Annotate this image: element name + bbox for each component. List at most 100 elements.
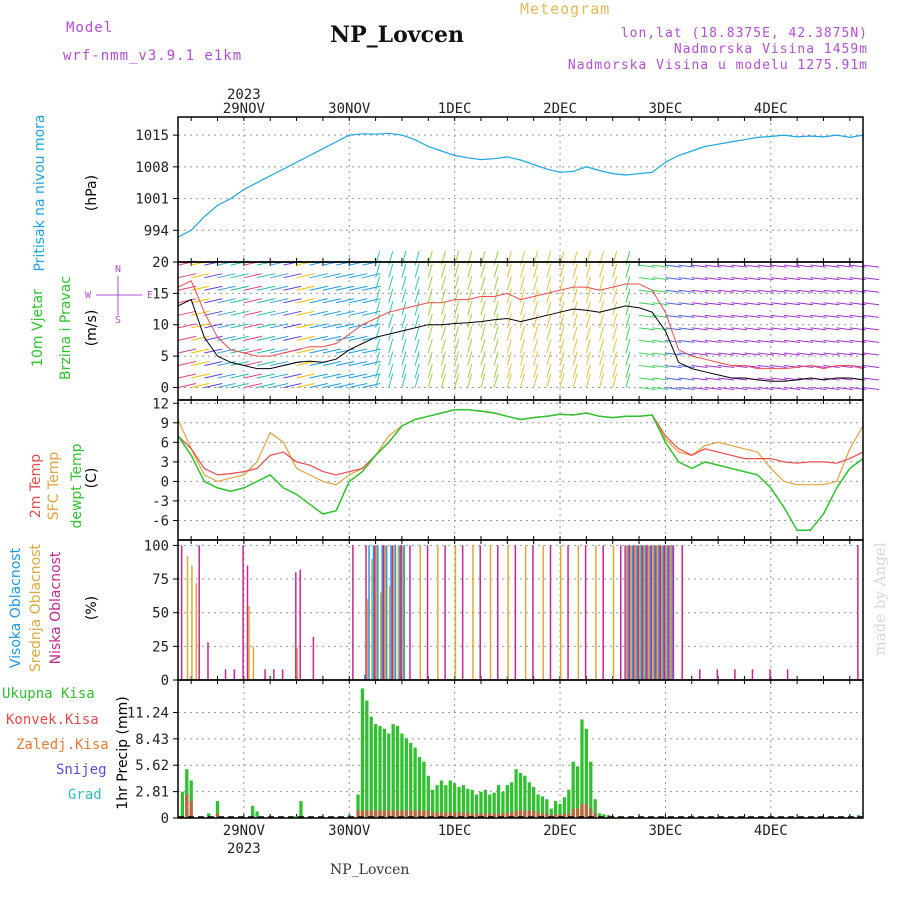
convective-precip-bar xyxy=(356,810,360,818)
low-cloud-bar xyxy=(681,545,683,680)
wind-arrow xyxy=(375,288,381,303)
wind-arrow xyxy=(191,373,210,379)
wind-arrow xyxy=(559,363,565,379)
x-tick-label-top: 1DEC xyxy=(438,101,472,117)
wind-arrow xyxy=(401,363,407,379)
wind-arrow xyxy=(427,313,433,329)
high-cloud-bar xyxy=(662,545,665,680)
wind-arrow xyxy=(559,373,565,388)
wind-arrow xyxy=(414,288,420,303)
wind-arrow xyxy=(599,338,605,354)
high-cloud-bar xyxy=(403,545,405,680)
wind-arrow xyxy=(862,302,880,306)
y-tick-label: 994 xyxy=(144,223,169,239)
panel-frame xyxy=(177,116,864,263)
low-cloud-bar xyxy=(655,545,657,680)
wind-arrow xyxy=(177,285,197,291)
wind-arrow xyxy=(349,373,368,379)
wind-arrow xyxy=(217,361,236,366)
low-cloud-bar xyxy=(281,669,284,680)
high-cloud-bar xyxy=(636,545,638,680)
wind-arrow xyxy=(770,386,787,390)
low-cloud-bar xyxy=(663,545,666,680)
mid-cloud-bar xyxy=(248,605,250,680)
pressure-line xyxy=(177,132,864,238)
mid-cloud-bar xyxy=(560,545,562,680)
wind-arrow xyxy=(322,310,342,316)
wind-arrow xyxy=(467,313,473,329)
wind-arrow xyxy=(388,288,394,303)
wind-arrow xyxy=(559,313,565,329)
mid-cloud-bar xyxy=(366,599,369,680)
convective-precip-bar xyxy=(593,813,597,818)
wind-arrow xyxy=(836,289,853,293)
wind-arrow xyxy=(704,352,721,356)
wind-arrow xyxy=(691,264,708,268)
wind-arrow xyxy=(533,276,539,291)
total-precip-bar xyxy=(518,772,523,818)
total-precip-bar xyxy=(461,785,466,818)
convective-precip-bar xyxy=(387,810,391,818)
wind-arrow xyxy=(572,351,578,366)
x-tick-label-top: 30NOV xyxy=(328,101,371,117)
wind-arrow xyxy=(375,276,381,291)
convective-precip-bar xyxy=(417,810,422,818)
wind-arrow xyxy=(270,382,289,388)
wind-arrow xyxy=(349,382,368,388)
wind-arrow xyxy=(506,351,512,366)
wind-arrow xyxy=(454,373,460,388)
wind-arrow xyxy=(493,326,499,341)
wind-arrow xyxy=(599,363,605,379)
wind-arrow xyxy=(836,352,853,356)
wind-arrow xyxy=(731,289,748,293)
y-tick-label: 5.62 xyxy=(135,758,169,774)
wind-arrow xyxy=(718,365,735,368)
wind-arrow xyxy=(862,339,880,343)
wind-arrow xyxy=(427,288,433,303)
low-cloud-bar xyxy=(264,669,266,680)
wind-arrow xyxy=(454,276,460,291)
wind-arrow xyxy=(480,276,486,291)
wind-arrow xyxy=(546,288,552,303)
wind-arrow xyxy=(757,339,774,343)
wind-arrow xyxy=(191,273,210,279)
wind-arrow xyxy=(270,373,289,379)
wind-arrow xyxy=(362,373,381,379)
high-cloud-bar xyxy=(381,545,383,680)
low-cloud-bar xyxy=(619,545,622,680)
high-cloud-bar xyxy=(385,545,388,680)
footer-station: NP_Lovcen xyxy=(330,862,410,878)
wind-arrow xyxy=(270,298,289,304)
wind-arrow xyxy=(559,301,565,316)
wind-arrow xyxy=(599,373,605,388)
wind-arrow xyxy=(770,339,787,343)
low-cloud-bar xyxy=(246,565,249,680)
mid-cloud-bar xyxy=(397,545,400,680)
wind-arrow xyxy=(349,335,368,341)
wind-arrow xyxy=(309,298,328,304)
wind-arrow xyxy=(665,339,682,343)
wind-arrow xyxy=(493,351,499,366)
wind-arrow xyxy=(335,348,355,354)
wind-arrow xyxy=(744,386,761,390)
wind-arrow xyxy=(309,335,328,341)
total-precip-bar xyxy=(417,756,422,818)
wind-arrow xyxy=(217,273,236,279)
wind-arrow xyxy=(585,373,591,388)
wind-arrow xyxy=(533,313,539,329)
wind-arrow xyxy=(533,301,539,316)
wind-arrow xyxy=(256,361,276,366)
total-precip-bar xyxy=(413,747,417,818)
wind-arrow xyxy=(625,326,631,341)
mid-cloud-bar xyxy=(379,592,382,680)
wind-arrow xyxy=(204,323,223,329)
mid-cloud-bar xyxy=(665,545,667,680)
wind-arrow xyxy=(783,264,801,268)
wind-arrow xyxy=(243,323,262,329)
wind-arrow xyxy=(414,250,420,266)
low-cloud-bar xyxy=(365,545,367,680)
wind-arrow xyxy=(414,263,420,278)
convective-precip-bar xyxy=(457,812,461,818)
mid-cloud-bar xyxy=(401,545,404,680)
